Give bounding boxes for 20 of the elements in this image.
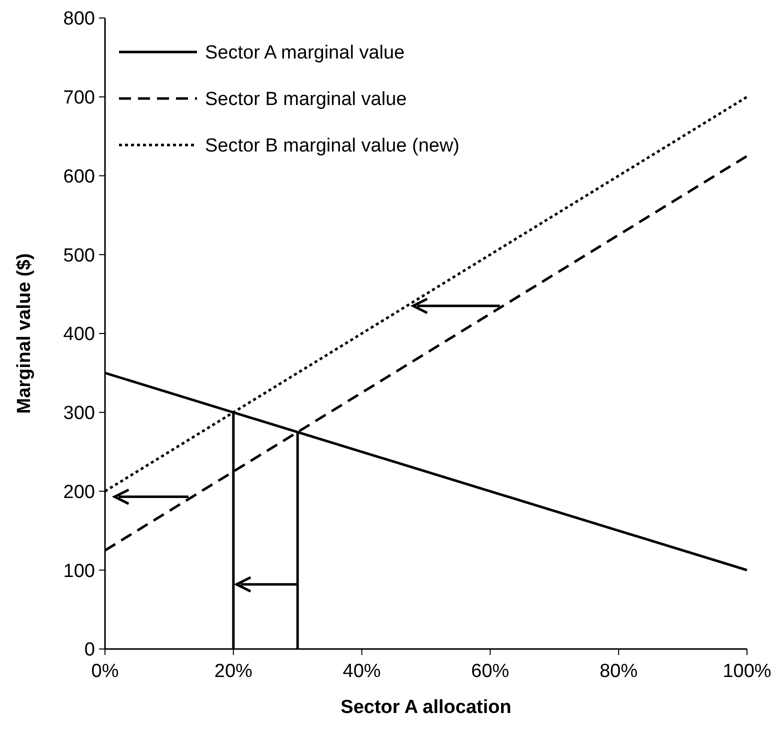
y-axis-title: Marginal value ($) (14, 253, 35, 414)
y-tick-label: 0 (84, 640, 95, 661)
x-tick-label: 20% (214, 661, 253, 682)
x-tick-label: 40% (342, 661, 381, 682)
y-tick-label: 600 (63, 166, 95, 188)
y-tick-label: 100 (63, 560, 95, 582)
y-tick-label: 300 (63, 403, 95, 424)
x-tick-label: 0% (91, 661, 119, 682)
x-tick-label: 100% (722, 661, 772, 682)
x-tick-label: 80% (600, 661, 638, 682)
legend-label: Sector B marginal value (new) (205, 136, 460, 157)
legend-label: Sector B marginal value (205, 89, 407, 110)
y-tick-label: 400 (63, 324, 95, 346)
y-tick-label: 700 (63, 88, 95, 109)
y-tick-label: 200 (63, 482, 95, 503)
x-axis-title: Sector A allocation (340, 697, 512, 718)
x-tick-label: 60% (471, 661, 510, 682)
y-tick-label: 800 (63, 8, 95, 30)
y-tick-label: 500 (63, 245, 95, 266)
legend-label: Sector A marginal value (205, 42, 405, 64)
